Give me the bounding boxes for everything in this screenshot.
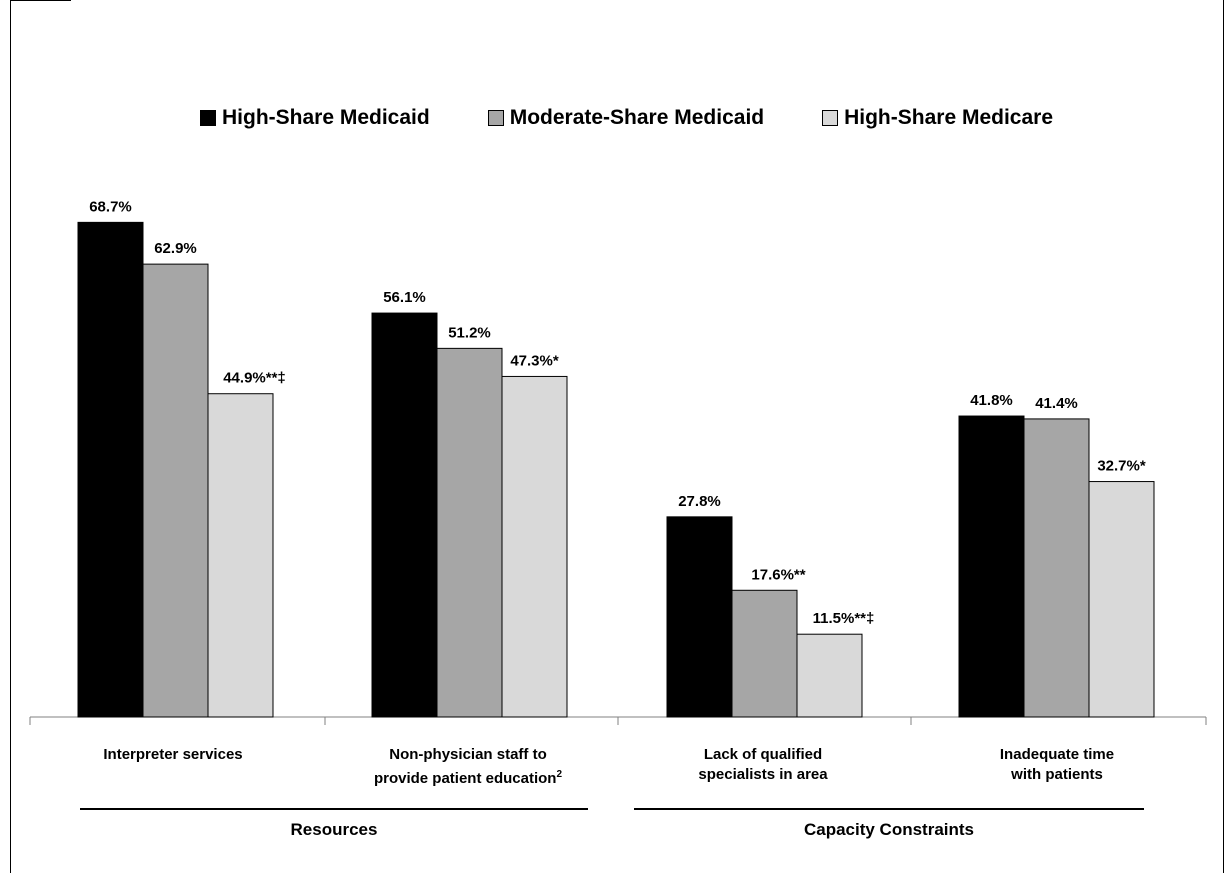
- data-label: 32.7%*: [1097, 458, 1146, 475]
- bar: [207, 393, 274, 718]
- chart-frame: [10, 0, 1224, 873]
- category-label-specialists: Lack of qualified specialists in area: [698, 746, 828, 783]
- data-label: 44.9%**‡: [223, 370, 286, 387]
- frame-top-line: [11, 0, 71, 1]
- data-label: 27.8%: [678, 493, 721, 510]
- data-label: 41.4%: [1035, 395, 1078, 412]
- legend-item-moderate-share-medicaid: Moderate-Share Medicaid: [487, 106, 765, 130]
- bar: [142, 263, 209, 718]
- bar: [958, 415, 1025, 718]
- bar: [666, 516, 733, 718]
- legend-item-high-share-medicaid: High-Share Medicaid: [200, 106, 430, 130]
- bar: [1088, 481, 1155, 718]
- data-label: 51.2%: [448, 324, 491, 341]
- data-label: 41.8%: [970, 392, 1013, 409]
- legend-swatch: [822, 110, 839, 126]
- data-label: 62.9%: [154, 240, 197, 257]
- bar: [371, 312, 438, 718]
- legend-swatch: [200, 110, 216, 126]
- legend-label: Moderate-Share Medicaid: [509, 106, 765, 129]
- legend: High-Share Medicaid Moderate-Share Medic…: [200, 106, 1053, 130]
- group-label-capacity-constraints: Capacity Constraints: [803, 820, 975, 839]
- category-label-interpreter: Interpreter services: [103, 746, 243, 763]
- bar: [436, 347, 503, 718]
- category-label-non-physician-staff: Non-physician staff to provide patient e…: [373, 746, 563, 787]
- group-underline-resources: [80, 808, 588, 810]
- legend-label: High-Share Medicare: [844, 106, 1054, 129]
- category-superscript: 2: [556, 769, 563, 780]
- legend-item-high-share-medicare: High-Share Medicare: [822, 106, 1053, 130]
- group-label-resources: Resources: [290, 820, 378, 839]
- data-label: 47.3%*: [510, 352, 559, 369]
- data-label: 56.1%: [383, 289, 426, 306]
- data-label: 11.5%**‡: [813, 610, 875, 627]
- bar: [501, 375, 568, 718]
- legend-label: High-Share Medicaid: [222, 106, 430, 129]
- bar: [731, 589, 798, 718]
- category-label-inadequate-time: Inadequate time with patients: [999, 746, 1115, 783]
- data-label: 68.7%: [89, 198, 132, 215]
- bar: [1023, 418, 1090, 718]
- group-underline-capacity: [634, 808, 1144, 810]
- data-label: 17.6%**: [751, 566, 805, 583]
- bar: [77, 221, 144, 718]
- bar: [796, 633, 863, 718]
- legend-swatch: [487, 110, 504, 126]
